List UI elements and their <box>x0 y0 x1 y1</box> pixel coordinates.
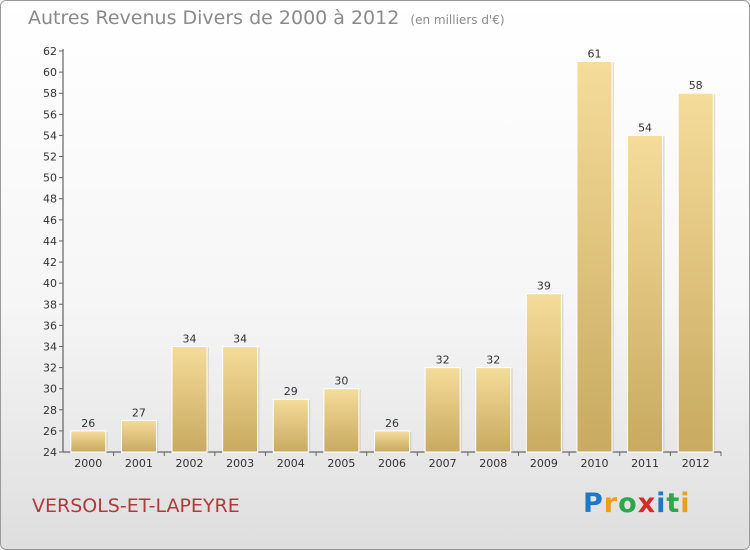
bar-2007 <box>424 367 461 453</box>
x-tick-label: 2003 <box>226 457 254 470</box>
value-label-2003: 34 <box>233 332 247 345</box>
value-label-2008: 32 <box>486 354 500 367</box>
value-label-2010: 61 <box>587 48 601 61</box>
bar-2002 <box>171 345 208 453</box>
bar-2006 <box>374 430 410 453</box>
bar-2003 <box>222 345 259 453</box>
value-label-2005: 30 <box>334 375 348 388</box>
y-tick-label: 56 <box>43 108 57 121</box>
bar-2009 <box>525 293 562 453</box>
proxiti-logo: Proxiti <box>583 488 691 519</box>
value-label-2007: 32 <box>436 354 450 367</box>
y-tick-label: 58 <box>43 87 57 100</box>
y-tick-label: 44 <box>43 235 57 248</box>
y-tick-label: 24 <box>43 446 57 459</box>
y-tick-label: 54 <box>43 129 57 142</box>
logo-letter: r <box>603 488 619 519</box>
value-label-2000: 26 <box>81 417 95 430</box>
value-label-2002: 34 <box>183 332 197 345</box>
value-label-2004: 29 <box>284 385 298 398</box>
bar-2001 <box>120 419 157 453</box>
bar-2012 <box>677 92 714 453</box>
value-label-2011: 54 <box>638 121 652 134</box>
y-tick-label: 32 <box>43 362 57 375</box>
y-tick-label: 34 <box>43 340 57 353</box>
x-tick-label: 2007 <box>429 457 457 470</box>
logo-letter: o <box>618 488 638 519</box>
y-tick-label: 42 <box>43 256 57 269</box>
bar-2008 <box>475 367 512 453</box>
logo-letter: P <box>583 488 604 519</box>
chart-title-unit: (en milliers d'€) <box>410 13 505 27</box>
x-tick-label: 2004 <box>277 457 305 470</box>
x-tick-label: 2002 <box>176 457 204 470</box>
y-tick-label: 48 <box>43 193 57 206</box>
y-tick-label: 30 <box>43 383 57 396</box>
town-name: VERSOLS-ET-LAPEYRE <box>32 495 240 517</box>
value-label-2009: 39 <box>537 280 551 293</box>
y-tick-label: 36 <box>43 319 57 332</box>
logo-letter: t <box>666 488 681 519</box>
chart-title-main: Autres Revenus Divers de 2000 à 2012 <box>28 7 400 29</box>
logo-letter: i <box>656 488 667 519</box>
logo-letter: i <box>680 488 691 519</box>
y-tick-label: 62 <box>43 45 57 58</box>
y-tick-label: 40 <box>43 277 57 290</box>
logo-letter: x <box>637 488 657 519</box>
bar-2004 <box>272 398 309 453</box>
y-tick-label: 28 <box>43 404 57 417</box>
x-tick-label: 2009 <box>530 457 558 470</box>
x-axis: 2000 2001 2002 2003 2004 2005 2006 2007 2008 2009… <box>63 451 722 470</box>
value-labels: 26 27 34 34 29 30 26 32 32 39 61 54 58 <box>81 48 702 430</box>
x-tick-label: 2005 <box>327 457 355 470</box>
y-tick-label: 38 <box>43 298 57 311</box>
x-tick-label: 2008 <box>479 457 507 470</box>
x-tick-label: 2010 <box>580 457 608 470</box>
chart-title: Autres Revenus Divers de 2000 à 2012 (en… <box>28 7 505 29</box>
bar-2010 <box>576 61 613 453</box>
x-tick-label: 2011 <box>631 457 659 470</box>
x-tick-label: 2012 <box>682 457 710 470</box>
y-tick-label: 46 <box>43 214 57 227</box>
value-label-2006: 26 <box>385 417 399 430</box>
y-tick-label: 50 <box>43 172 57 185</box>
bar-2011 <box>627 134 664 453</box>
y-axis: 24 26 28 30 32 34 36 38 40 42 44 46 48 50 52 54 56 58 60 62 <box>43 45 64 459</box>
bars <box>70 61 716 453</box>
x-tick-label: 2000 <box>74 457 102 470</box>
bar-2000 <box>70 430 107 453</box>
x-tick-label: 2006 <box>378 457 406 470</box>
value-label-2012: 58 <box>689 79 703 92</box>
y-tick-label: 26 <box>43 425 57 438</box>
y-tick-label: 60 <box>43 66 57 79</box>
bar-2005 <box>323 388 360 453</box>
x-tick-label: 2001 <box>125 457 153 470</box>
y-tick-label: 52 <box>43 151 57 164</box>
value-label-2001: 27 <box>132 406 146 419</box>
